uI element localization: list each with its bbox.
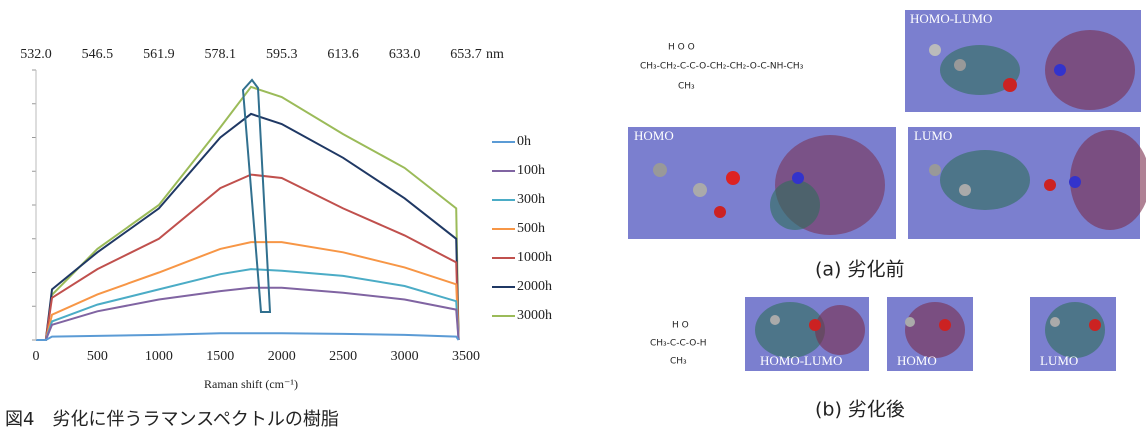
orbital-image: HOMO (628, 127, 896, 239)
formula-below: CH₃ (670, 357, 687, 367)
series-line (36, 288, 459, 340)
x-tick-label: 3500 (452, 349, 480, 364)
orbital-image: LUMO (1030, 297, 1116, 371)
legend-label: 100h (517, 163, 545, 178)
series-line (36, 242, 459, 340)
formula-main: CH₃-C-C-O-H (650, 339, 707, 349)
orbital-image: HOMO (887, 297, 973, 371)
formula-below: CH₃ (678, 82, 695, 92)
series-line (36, 269, 459, 340)
formula-above: H O (672, 321, 689, 331)
legend-label: 3000h (517, 308, 552, 323)
legend-label: 0h (517, 134, 531, 149)
x2-tick-label: 613.6 (327, 47, 359, 62)
series-line (36, 87, 459, 340)
x2-tick-label: 532.0 (20, 47, 52, 62)
x-tick-label: 3000 (391, 349, 419, 364)
series-line (36, 175, 459, 340)
panel-label: LUMO (914, 128, 952, 143)
x2-tick-label: 633.0 (389, 47, 421, 62)
x-tick-label: 2500 (329, 349, 357, 364)
subfigure-caption: (a) 劣化前 (815, 259, 905, 281)
x-tick-label: 1000 (145, 349, 173, 364)
panel-label: HOMO-LUMO (760, 353, 842, 368)
x-tick-label: 500 (87, 349, 108, 364)
x-axis-label: Raman shift (cm⁻¹) (204, 377, 298, 391)
panel-label: LUMO (1040, 353, 1078, 368)
x2-axis-label: nm (486, 47, 504, 62)
x2-tick-label: 561.9 (143, 47, 175, 62)
legend-label: 300h (517, 192, 545, 207)
orbital-image: LUMO (908, 127, 1146, 239)
legend-label: 1000h (517, 250, 552, 265)
x2-tick-label: 578.1 (205, 47, 237, 62)
x-tick-label: 0 (33, 349, 40, 364)
panel-label: HOMO-LUMO (910, 11, 992, 26)
panel-label: HOMO (897, 353, 937, 368)
figure-caption: 図4 劣化に伴うラマンスペクトルの樹脂 (5, 409, 339, 430)
series-line (36, 333, 459, 340)
x2-tick-label: 595.3 (266, 47, 298, 62)
orbital-image: HOMO-LUMO (745, 297, 869, 371)
panel-label: HOMO (634, 128, 674, 143)
x2-tick-label: 653.7 (450, 47, 482, 62)
subfigure-caption: (b) 劣化後 (815, 399, 905, 421)
orbital-image: HOMO-LUMO (905, 10, 1141, 112)
x-tick-label: 2000 (268, 349, 296, 364)
legend-label: 500h (517, 221, 545, 236)
x2-tick-label: 546.5 (82, 47, 114, 62)
formula-main: CH₃-CH₂-C-C-O-CH₂-CH₂-O-C-NH-CH₃ (640, 62, 804, 72)
legend-label: 2000h (517, 279, 552, 294)
figure: 3000h 2000h 1000h 500h 300h 100h 0h Raman shift… (0, 0, 1146, 432)
x-tick-label: 1500 (206, 349, 234, 364)
formula-above: H O O (668, 43, 695, 53)
